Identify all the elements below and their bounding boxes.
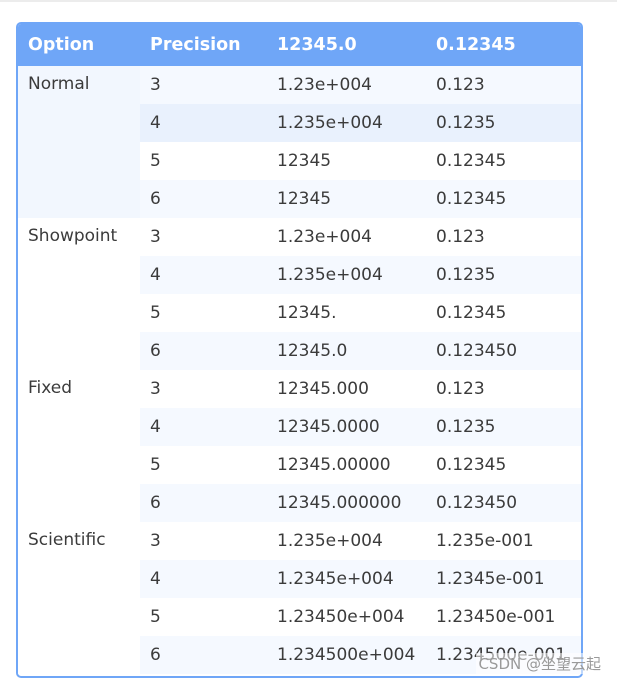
precision-cell: 5	[140, 446, 267, 484]
table-header-row: Option Precision 12345.0 0.12345	[18, 24, 581, 66]
precision-cell: 5	[140, 598, 267, 636]
value-0-12345-cell: 0.1235	[426, 104, 581, 142]
precision-cell: 3	[140, 522, 267, 560]
value-0-12345-cell: 0.123	[426, 218, 581, 256]
precision-cell: 6	[140, 636, 267, 674]
value-12345-cell: 12345.	[267, 294, 426, 332]
value-0-12345-cell: 0.12345	[426, 142, 581, 180]
value-0-12345-cell: 0.123450	[426, 484, 581, 522]
precision-cell: 4	[140, 560, 267, 598]
value-12345-cell: 1.235e+004	[267, 522, 426, 560]
value-0-12345-cell: 1.23450e-001	[426, 598, 581, 636]
header-precision: Precision	[150, 35, 241, 55]
header-value-0-12345: 0.12345	[436, 35, 516, 55]
table-row: Fixed 3 12345.000 0.123	[18, 370, 581, 522]
value-0-12345-cell: 0.123	[426, 370, 581, 408]
table-row: 4 1.235e+004 0.1235	[18, 256, 581, 294]
header-value-12345: 12345.0	[277, 35, 357, 55]
precision-cell: 4	[140, 408, 267, 446]
value-0-12345-cell: 0.1235	[426, 408, 581, 446]
value-12345-cell: 1.235e+004	[267, 256, 426, 294]
precision-cell: 4	[140, 256, 267, 294]
table-row: 4 12345.0000 0.1235	[18, 408, 581, 446]
precision-cell: 6	[140, 332, 267, 370]
table-row: 6 12345.0 0.123450	[18, 332, 581, 370]
value-12345-cell: 12345.0	[267, 332, 426, 370]
value-12345-cell: 12345.000000	[267, 484, 426, 522]
table-row: 5 12345. 0.12345	[18, 294, 581, 332]
value-12345-cell: 1.235e+004	[267, 104, 426, 142]
table-row: Scientific 3 1.235e+004 1.235e-001	[18, 522, 581, 674]
precision-cell: 3	[140, 218, 267, 256]
option-cell: Normal	[18, 66, 140, 218]
precision-table-container: Option Precision 12345.0 0.12345 Normal 3…	[16, 22, 583, 678]
option-cell: Fixed	[18, 370, 140, 522]
precision-cell: 3	[140, 66, 267, 104]
option-cell: Scientific	[18, 522, 140, 674]
precision-cell: 4	[140, 104, 267, 142]
value-12345-cell: 1.2345e+004	[267, 560, 426, 598]
value-12345-cell: 1.234500e+004	[267, 636, 426, 674]
precision-table: Option Precision 12345.0 0.12345 Normal 3…	[18, 24, 581, 674]
value-12345-cell: 12345	[267, 180, 426, 218]
value-0-12345-cell: 1.235e-001	[426, 522, 581, 560]
value-0-12345-cell: 0.12345	[426, 446, 581, 484]
value-0-12345-cell: 1.2345e-001	[426, 560, 581, 598]
top-divider	[0, 0, 617, 2]
table-row: 6 12345.000000 0.123450	[18, 484, 581, 522]
table-row: 5 1.23450e+004 1.23450e-001	[18, 598, 581, 636]
table-row: 6 12345 0.12345	[18, 180, 581, 218]
precision-cell: 3	[140, 370, 267, 408]
table-row: 5 12345.00000 0.12345	[18, 446, 581, 484]
table-row: 4 1.2345e+004 1.2345e-001	[18, 560, 581, 598]
header-option: Option	[28, 35, 95, 55]
value-12345-cell: 12345.000	[267, 370, 426, 408]
value-12345-cell: 12345.0000	[267, 408, 426, 446]
value-12345-cell: 12345	[267, 142, 426, 180]
precision-cell: 5	[140, 294, 267, 332]
value-0-12345-cell: 0.12345	[426, 294, 581, 332]
table-body: Normal 3 1.23e+004 0.123 4 1.235e+004 0.1235 5 1…	[18, 66, 581, 674]
precision-cell: 6	[140, 484, 267, 522]
value-0-12345-cell: 0.12345	[426, 180, 581, 218]
table-row: Showpoint 3 1.23e+004 0.123	[18, 218, 581, 370]
value-0-12345-cell: 0.123	[426, 66, 581, 104]
value-0-12345-cell: 0.1235	[426, 256, 581, 294]
option-cell: Showpoint	[18, 218, 140, 370]
precision-cell: 6	[140, 180, 267, 218]
value-12345-cell: 1.23450e+004	[267, 598, 426, 636]
table-row: 4 1.235e+004 0.1235	[18, 104, 581, 142]
table-row: 5 12345 0.12345	[18, 142, 581, 180]
precision-cell: 5	[140, 142, 267, 180]
value-12345-cell: 1.23e+004	[267, 66, 426, 104]
value-12345-cell: 12345.00000	[267, 446, 426, 484]
value-12345-cell: 1.23e+004	[267, 218, 426, 256]
watermark: CSDN @坐望云起	[476, 653, 603, 674]
value-0-12345-cell: 0.123450	[426, 332, 581, 370]
table-row: Normal 3 1.23e+004 0.123	[18, 66, 581, 218]
